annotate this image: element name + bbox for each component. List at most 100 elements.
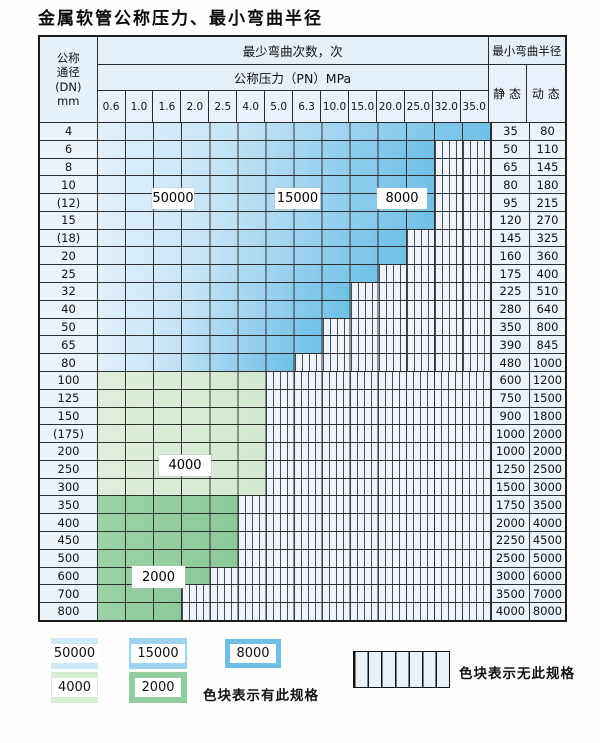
static-value-cell: 480 bbox=[492, 354, 530, 371]
pressure-zone bbox=[98, 123, 492, 140]
colored-span bbox=[98, 496, 239, 514]
pressure-zone bbox=[98, 283, 492, 300]
pressure-tick: 4.0 bbox=[237, 91, 266, 122]
dynamic-value-cell: 3000 bbox=[530, 478, 565, 496]
pressure-tick: 5.0 bbox=[265, 91, 294, 122]
legend-swatch-50000: 50000 bbox=[47, 638, 102, 669]
dynamic-value-cell: 180 bbox=[530, 176, 565, 194]
no-spec-hatch bbox=[266, 478, 491, 496]
dn-cell: 300 bbox=[40, 478, 98, 496]
no-spec-hatch bbox=[238, 496, 491, 514]
pressure-zone bbox=[98, 425, 492, 443]
pressure-zone bbox=[98, 265, 492, 283]
static-dynamic-header: 静 态 动 态 bbox=[488, 65, 565, 122]
table-row: 80 480 1000 bbox=[40, 354, 565, 372]
no-spec-hatch bbox=[238, 514, 491, 531]
pressure-zone bbox=[98, 211, 492, 229]
static-value-cell: 2000 bbox=[492, 514, 530, 531]
dynamic-value-cell: 270 bbox=[530, 211, 565, 229]
colored-span bbox=[98, 389, 267, 407]
table-row: 400 2000 4000 bbox=[40, 514, 565, 532]
static-value-cell: 750 bbox=[492, 389, 530, 407]
pressure-zone bbox=[98, 158, 492, 176]
pressure-zone bbox=[98, 247, 492, 265]
dynamic-value-cell: 80 bbox=[530, 123, 565, 140]
table-row: 20 160 360 bbox=[40, 247, 565, 266]
pressure-tick: 1.0 bbox=[126, 91, 154, 122]
spec-table: 公称 通径 (DN) mm 最少弯曲次数，次 公称压力（PN）MPa 0.6 1.… bbox=[38, 35, 567, 622]
static-value-cell: 65 bbox=[492, 158, 530, 176]
static-value-cell: 80 bbox=[492, 176, 530, 194]
no-spec-hatch bbox=[182, 603, 491, 620]
table-row: 125 750 1500 bbox=[40, 389, 565, 408]
colored-span bbox=[98, 549, 239, 567]
header-right: 最小弯曲半径 静 态 动 态 bbox=[488, 37, 565, 122]
dn-cell: 150 bbox=[40, 407, 98, 425]
legend-label-15000: 15000 bbox=[131, 644, 185, 663]
static-value-cell: 900 bbox=[492, 407, 530, 425]
zone-label-2000: 2000 bbox=[132, 566, 185, 588]
dn-cell: 450 bbox=[40, 531, 98, 549]
no-spec-hatch bbox=[434, 140, 491, 158]
pressure-zone bbox=[98, 603, 492, 620]
legend-swatch-8000: 8000 bbox=[225, 639, 281, 668]
no-spec-hatch bbox=[434, 176, 491, 194]
legend-swatch-15000: 15000 bbox=[129, 638, 187, 669]
colored-span bbox=[98, 265, 379, 283]
no-spec-hatch bbox=[266, 425, 491, 443]
static-value-cell: 175 bbox=[492, 265, 530, 283]
no-spec-hatch bbox=[434, 194, 491, 211]
table-row: 600 3000 6000 bbox=[40, 567, 565, 586]
table-row: 8 65 145 bbox=[40, 158, 565, 177]
zone-label-15000: 15000 bbox=[275, 188, 320, 209]
static-value-cell: 1250 bbox=[492, 460, 530, 478]
no-spec-hatch bbox=[210, 567, 491, 585]
corner-line3: (DN) bbox=[55, 79, 82, 94]
dynamic-value-cell: 1000 bbox=[530, 354, 565, 371]
dynamic-value-cell: 4000 bbox=[530, 514, 565, 531]
colored-span bbox=[98, 514, 239, 531]
colored-span bbox=[98, 425, 267, 443]
colored-span bbox=[98, 140, 435, 158]
pressure-zone bbox=[98, 549, 492, 567]
pressure-zone bbox=[98, 229, 492, 247]
dn-cell: 10 bbox=[40, 176, 98, 194]
static-value-cell: 1750 bbox=[492, 496, 530, 514]
no-spec-hatch bbox=[434, 211, 491, 229]
colored-span bbox=[98, 354, 295, 371]
static-value-cell: 145 bbox=[492, 229, 530, 247]
static-value-cell: 225 bbox=[492, 283, 530, 300]
pressure-zone bbox=[98, 354, 492, 371]
table-row: 450 2250 4500 bbox=[40, 531, 565, 550]
pressure-tick-row: 0.6 1.0 1.6 2.0 2.5 4.0 5.0 6.3 10.0 15.0 20.0 25.0… bbox=[97, 91, 488, 122]
pressure-header: 公称压力（PN）MPa bbox=[97, 65, 488, 91]
dn-cell: 6 bbox=[40, 140, 98, 158]
dn-cell: 500 bbox=[40, 549, 98, 567]
pressure-tick: 35.0 bbox=[462, 100, 486, 113]
legend-no-spec-hatch-box bbox=[353, 651, 450, 688]
legend-label-8000: 8000 bbox=[230, 644, 276, 663]
dn-cell: (12) bbox=[40, 194, 98, 211]
dynamic-value-cell: 845 bbox=[530, 336, 565, 354]
pressure-tick: 6.3 bbox=[293, 91, 322, 122]
dn-cell: 100 bbox=[40, 371, 98, 389]
no-spec-hatch bbox=[322, 336, 491, 354]
pressure-tick: 2.0 bbox=[181, 91, 210, 122]
table-row: 100 600 1200 bbox=[40, 371, 565, 390]
no-spec-hatch bbox=[406, 247, 491, 265]
colored-span bbox=[98, 123, 491, 140]
colored-span bbox=[98, 211, 435, 229]
dynamic-value-cell: 2000 bbox=[530, 443, 565, 460]
static-value-cell: 4000 bbox=[492, 603, 530, 620]
table-row: 32 225 510 bbox=[40, 283, 565, 301]
no-spec-hatch bbox=[350, 300, 491, 318]
dynamic-value-cell: 510 bbox=[530, 283, 565, 300]
dynamic-value-cell: 110 bbox=[530, 140, 565, 158]
pressure-tick: 15.0 bbox=[349, 91, 377, 122]
pressure-tick: 2.5 bbox=[209, 91, 238, 122]
no-spec-hatch bbox=[182, 585, 491, 603]
no-spec-hatch bbox=[266, 460, 491, 478]
colored-span bbox=[98, 300, 351, 318]
static-value-cell: 2250 bbox=[492, 531, 530, 549]
